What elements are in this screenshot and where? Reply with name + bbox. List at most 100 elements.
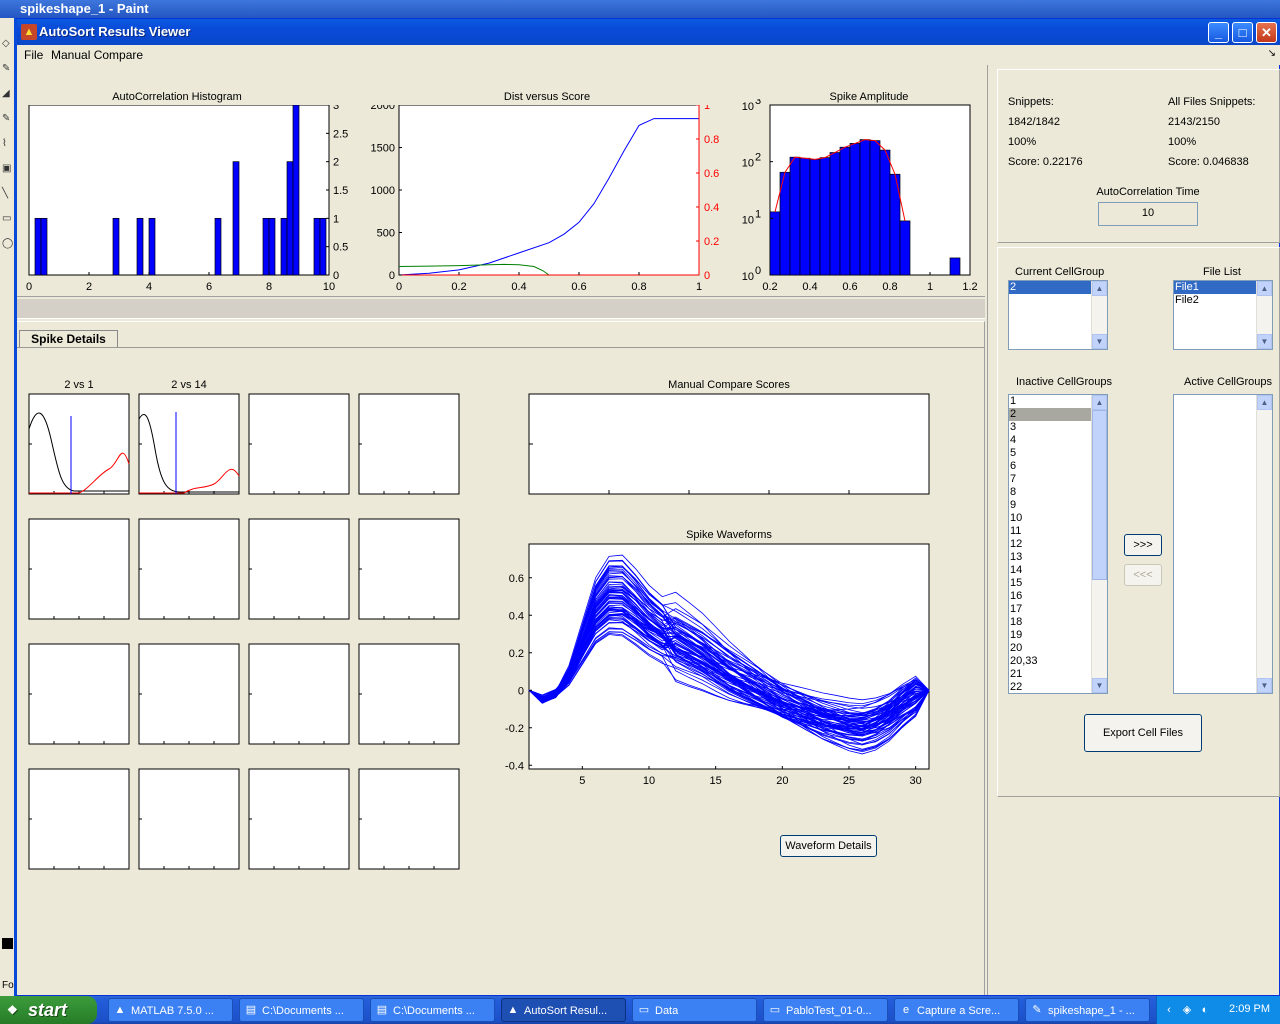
list-item[interactable]: File2 [1175, 294, 1199, 306]
taskbar-item-pablotest[interactable]: ▭ PabloTest_01-0... [763, 998, 888, 1022]
current-cellgroup-list[interactable]: 2 ▲ ▼ [1008, 280, 1108, 350]
paint-tool-icon[interactable]: ▭ [2, 213, 12, 224]
list-item[interactable]: 8 [1010, 486, 1017, 498]
x-tick-label: 0.6 [571, 281, 586, 293]
list-item[interactable]: 14 [1010, 564, 1023, 576]
list-item[interactable]: 5 [1010, 447, 1017, 459]
paint-tool-icon[interactable]: ✎ [2, 63, 11, 74]
scroll-up-icon[interactable]: ▲ [1092, 281, 1107, 296]
list-item[interactable]: 2 [1009, 408, 1091, 421]
list-item[interactable]: 1 [1010, 395, 1017, 407]
list-item[interactable]: 16 [1010, 590, 1023, 602]
compare-axes [248, 768, 350, 870]
all-files-label: All Files Snippets: [1168, 96, 1256, 108]
top-plots-panel: AutoCorrelation Histogram Dist versus Sc… [17, 65, 985, 297]
taskbar-item-matlab[interactable]: ▲ MATLAB 7.5.0 ... [108, 998, 233, 1022]
title-bar[interactable]: ▲ AutoSort Results Viewer _ □ ✕ [17, 19, 1280, 45]
taskbar-item-data[interactable]: ▭ Data [632, 998, 757, 1022]
scroll-up-icon[interactable]: ▲ [1257, 281, 1272, 296]
scrollbar[interactable]: ▲ ▼ [1256, 395, 1272, 693]
paint-tool-icon[interactable]: ◇ [2, 38, 10, 49]
start-button[interactable]: ❖ start [0, 996, 97, 1024]
list-item[interactable]: 3 [1010, 421, 1017, 433]
inactive-items: 1 2 3 4 5 6 7 8 9 10 11 12 13 14 15 16 17 18 19 20 20,33 21 22 [1009, 395, 1107, 693]
move-right-button[interactable]: >>> [1124, 534, 1162, 556]
amplitude-bar [769, 211, 781, 276]
list-item[interactable]: 15 [1010, 577, 1023, 589]
taskbar-item-documents[interactable]: ▤ C:\Documents ... [239, 998, 364, 1022]
tab-spike-details[interactable]: Spike Details [19, 330, 118, 347]
move-left-button[interactable]: <<< [1124, 564, 1162, 586]
list-item[interactable]: 12 [1010, 538, 1023, 550]
list-item[interactable]: 7 [1010, 473, 1017, 485]
list-item[interactable]: File1 [1174, 281, 1272, 294]
scroll-down-icon[interactable]: ▼ [1257, 334, 1272, 349]
list-item[interactable]: 9 [1010, 499, 1017, 511]
list-item[interactable]: 4 [1010, 434, 1017, 446]
list-item[interactable]: 20,33 [1010, 655, 1038, 667]
scroll-up-icon[interactable]: ▲ [1257, 395, 1272, 410]
list-item[interactable]: 17 [1010, 603, 1023, 615]
dock-arrow-icon[interactable]: ↘ [1267, 48, 1276, 59]
taskbar-item-autosort[interactable]: ▲ AutoSort Resul... [501, 998, 626, 1022]
background-window-title[interactable]: spikeshape_1 - Paint [0, 0, 1280, 18]
taskbar-item-paint[interactable]: ✎ spikeshape_1 - ... [1025, 998, 1150, 1022]
file-list[interactable]: File1 File2 ▲ ▼ [1173, 280, 1273, 350]
tray-arrow-icon[interactable]: ‹ [1167, 1004, 1171, 1016]
export-cell-files-button[interactable]: Export Cell Files [1084, 714, 1202, 752]
menu-manual-compare[interactable]: Manual Compare [51, 48, 144, 62]
close-button[interactable]: ✕ [1256, 22, 1277, 43]
list-item[interactable]: 21 [1010, 668, 1023, 680]
compare-axes [28, 393, 130, 495]
network-icon[interactable]: ◈ [1182, 1004, 1192, 1016]
taskbar-item-documents[interactable]: ▤ C:\Documents ... [370, 998, 495, 1022]
x-tick-label: 10 [323, 281, 335, 293]
x-tick-label: 4 [146, 281, 152, 293]
list-item[interactable]: 10 [1010, 512, 1023, 524]
color-swatch-icon[interactable] [2, 938, 13, 949]
paint-tool-icon[interactable]: ⌇ [2, 138, 7, 149]
list-item[interactable]: 20 [1010, 642, 1023, 654]
paint-tool-icon[interactable]: ◢ [2, 88, 10, 99]
list-item[interactable]: 22 [1010, 681, 1023, 693]
scroll-up-icon[interactable]: ▲ [1092, 395, 1107, 410]
list-item[interactable]: 18 [1010, 616, 1023, 628]
taskbar-item-label: C:\Documents ... [393, 1005, 475, 1017]
autocorr-histogram-chart: 0 2 4 6 8 10 0 0.5 1 1.5 2 2.5 3 [26, 105, 348, 293]
scroll-down-icon[interactable]: ▼ [1257, 678, 1272, 693]
scrollbar[interactable]: ▲ ▼ [1256, 281, 1272, 349]
compare-axes [358, 643, 460, 745]
histogram-bar [319, 217, 327, 276]
list-item[interactable]: 13 [1010, 551, 1023, 563]
active-cellgroups-list[interactable]: ▲ ▼ [1173, 394, 1273, 694]
maximize-button[interactable]: □ [1232, 22, 1253, 43]
inactive-cellgroups-list[interactable]: 1 2 3 4 5 6 7 8 9 10 11 12 13 14 15 16 17 18 19 20 20,33 21 22… [1008, 394, 1108, 694]
menu-file[interactable]: File [24, 48, 44, 62]
taskbar-item-capture[interactable]: e Capture a Scre... [894, 998, 1019, 1022]
scroll-down-icon[interactable]: ▼ [1092, 678, 1107, 693]
list-item[interactable]: 2 [1009, 281, 1107, 294]
scroll-down-icon[interactable]: ▼ [1092, 334, 1107, 349]
paint-tool-icon[interactable]: ◯ [2, 238, 14, 249]
scrollbar[interactable]: ▲ ▼ [1091, 395, 1107, 693]
autosort-window: ▲ AutoSort Results Viewer _ □ ✕ File Man… [14, 18, 1280, 996]
paint-tool-icon[interactable]: ✎ [2, 113, 11, 124]
paint-tool-icon[interactable]: ╲ [2, 188, 9, 199]
y-tick-exponent: 1 [755, 208, 761, 220]
list-item[interactable]: 6 [1010, 460, 1017, 472]
list-item[interactable]: 19 [1010, 629, 1023, 641]
histogram-bar [262, 217, 270, 276]
x-tick-label: 1.2 [962, 281, 977, 293]
matlab-app-icon[interactable]: ▲ [21, 24, 37, 40]
score-curve [29, 452, 130, 494]
scrollbar[interactable]: ▲ ▼ [1091, 281, 1107, 349]
paint-tool-icon[interactable]: ▣ [2, 163, 12, 174]
waveform-details-button[interactable]: Waveform Details [780, 835, 877, 857]
list-item[interactable]: 11 [1010, 525, 1022, 537]
y-tick-label: 3 [333, 105, 339, 112]
volume-icon[interactable]: ◐ [1201, 1004, 1209, 1016]
waveform-line [528, 614, 930, 746]
autocorr-time-field[interactable]: 10 [1098, 202, 1198, 226]
minimize-button[interactable]: _ [1208, 22, 1229, 43]
scroll-thumb[interactable] [1092, 410, 1107, 580]
